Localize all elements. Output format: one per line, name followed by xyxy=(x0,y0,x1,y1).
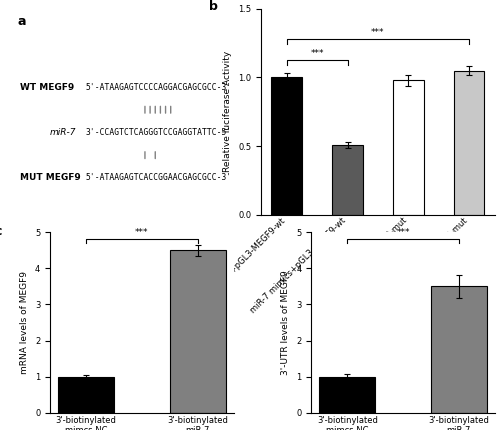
Text: WT MEGF9: WT MEGF9 xyxy=(20,83,74,92)
Text: ***: *** xyxy=(135,228,148,237)
Y-axis label: mRNA levels of MEGF9: mRNA levels of MEGF9 xyxy=(20,271,30,374)
Text: miR-7: miR-7 xyxy=(50,128,76,137)
Y-axis label: 3'-UTR levels of MEGF9: 3'-UTR levels of MEGF9 xyxy=(282,270,290,375)
Bar xyxy=(393,80,424,215)
Text: c: c xyxy=(0,225,2,238)
Text: a: a xyxy=(18,15,26,28)
Text: 5'-ATAAGAGTCACCGGAACGAGCGCC-3': 5'-ATAAGAGTCACCGGAACGAGCGCC-3' xyxy=(85,173,232,182)
Bar xyxy=(454,71,484,215)
Bar xyxy=(58,377,114,413)
Bar xyxy=(332,145,362,215)
Text: ***: *** xyxy=(396,228,410,237)
Text: ***: *** xyxy=(371,28,384,37)
Bar xyxy=(170,250,226,413)
Bar xyxy=(272,77,302,215)
Bar xyxy=(320,377,375,413)
Text: b: b xyxy=(210,0,218,13)
Text: 5'-ATAAGAGTCCCCAGGACGAGCGCC-3': 5'-ATAAGAGTCCCCAGGACGAGCGCC-3' xyxy=(85,83,232,92)
Bar xyxy=(431,286,486,413)
Y-axis label: Relative luciferase Activity: Relative luciferase Activity xyxy=(224,51,232,172)
Text: ***: *** xyxy=(310,49,324,58)
Text: 3'-CCAGTCTCAGGGTCCGAGGTATTC-5': 3'-CCAGTCTCAGGGTCCGAGGTATTC-5' xyxy=(85,128,232,137)
Text: MUT MEGF9: MUT MEGF9 xyxy=(20,173,80,182)
